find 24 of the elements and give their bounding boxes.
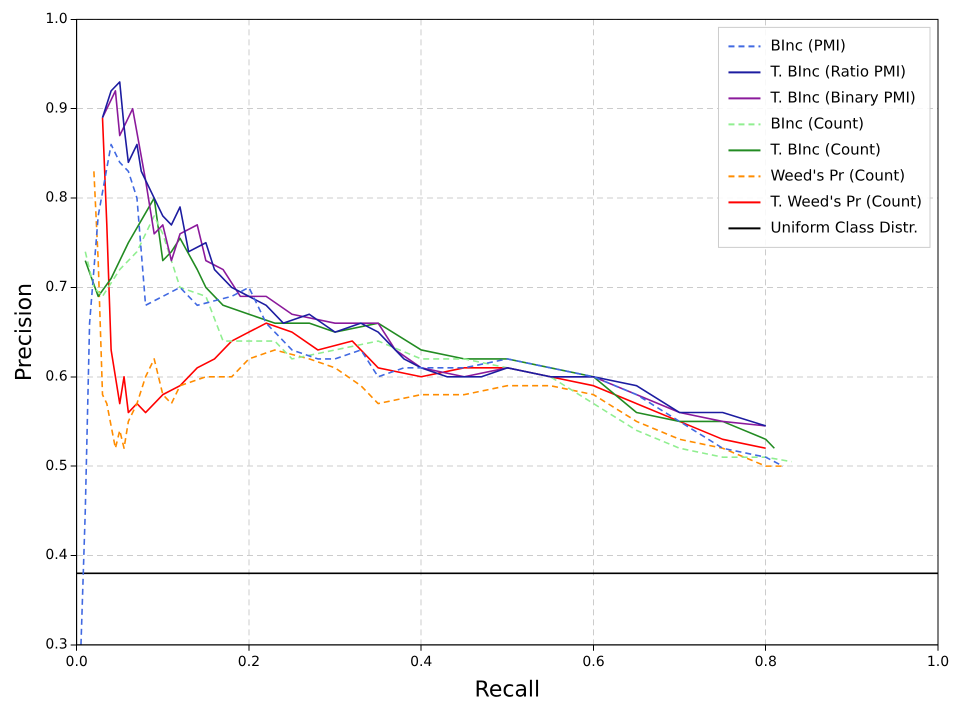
y-axis-title: Precision [12,283,37,382]
x-tick-label: 0.8 [754,654,777,670]
legend-label: BInc (Count) [770,114,864,132]
x-axis-title: Recall [474,678,540,703]
legend-label: T. BInc (Binary PMI) [769,88,916,106]
x-tick-label: 0.0 [66,654,88,670]
y-tick-label: 0.5 [45,458,68,474]
y-tick-label: 0.9 [45,100,68,116]
legend-label: T. Weed's Pr (Count) [769,192,922,210]
legend-label: Weed's Pr (Count) [770,166,906,184]
y-tick-label: 0.8 [45,190,68,206]
y-tick-label: 1.0 [45,11,68,28]
x-tick-label: 0.6 [582,654,605,670]
legend-label: Uniform Class Distr. [770,218,918,236]
legend-label: BInc (PMI) [770,36,846,54]
x-tick-label: 0.4 [410,654,432,670]
y-tick-label: 0.4 [45,547,68,564]
y-tick-label: 0.6 [45,368,68,384]
x-tick-label: 1.0 [926,654,950,670]
legend-label: T. BInc (Count) [769,140,881,158]
y-tick-label: 0.3 [45,636,68,652]
x-tick-label: 0.2 [238,654,260,670]
y-tick-label: 0.7 [45,279,68,296]
legend-label: T. BInc (Ratio PMI) [769,62,906,80]
